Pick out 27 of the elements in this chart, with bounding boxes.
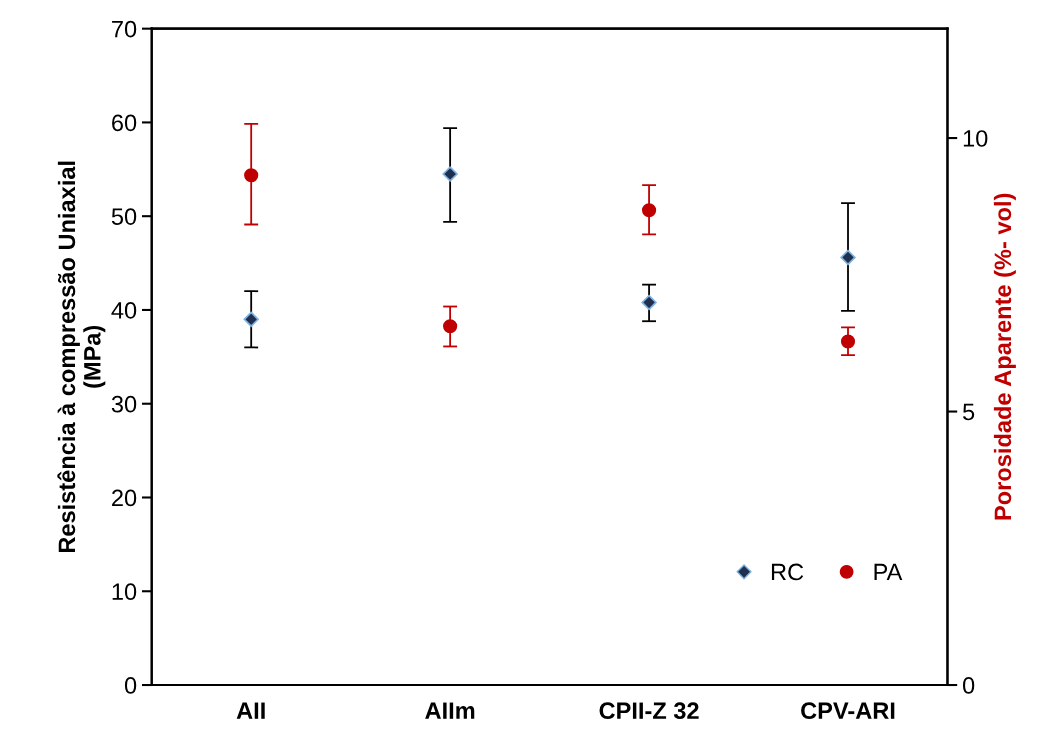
y-tick-label: 40 [111, 302, 137, 319]
legend-label: PA [874, 563, 903, 581]
y2-axis-title: Porosidade Aparente (%- vol) [993, 193, 1016, 520]
point [641, 294, 657, 311]
x-tick-label: AII [236, 702, 265, 719]
y-tick-label: 60 [112, 114, 137, 132]
y2-tick-label: 10 [963, 130, 988, 147]
point [442, 166, 458, 182]
point [840, 249, 856, 266]
x-tick-label: AIIm [425, 702, 475, 719]
y-tick-label: 30 [111, 395, 137, 413]
point [244, 168, 259, 183]
y-tick-label: 50 [111, 208, 137, 225]
y-axis-title: Resistência à compressão Uniaxial (MPa) [57, 161, 106, 553]
y-tick-label: 20 [112, 489, 137, 507]
y-tick-label: 70 [112, 20, 137, 38]
x-tick-label: CPV-ARI [801, 702, 895, 720]
point [243, 311, 259, 328]
y-tick-label: 10 [112, 583, 137, 601]
y2-tick-label: 0 [962, 677, 975, 694]
point [840, 334, 856, 349]
x-tick-label: CPII-Z 32 [599, 702, 699, 720]
y-tick-label: 0 [124, 677, 137, 694]
point [641, 203, 657, 218]
legend-label: RC [771, 563, 804, 581]
point [443, 319, 458, 334]
y2-tick-label: 5 [963, 403, 975, 421]
